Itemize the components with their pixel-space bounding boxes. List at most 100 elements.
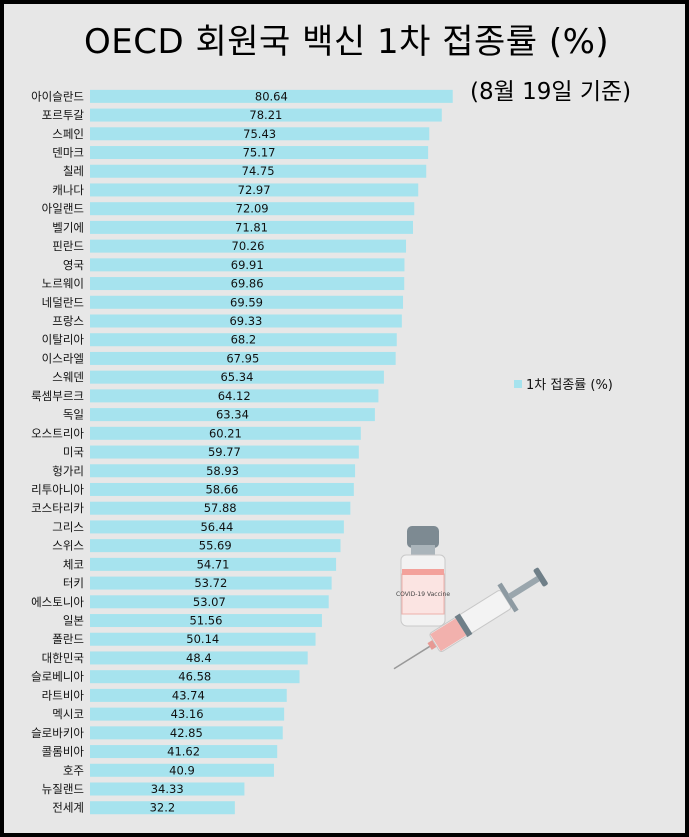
vaccine-illustration: COVID-19 Vaccine xyxy=(393,526,548,670)
bar xyxy=(90,258,405,272)
category-label: 에스토니아 xyxy=(31,595,84,609)
category-label: 미국 xyxy=(63,445,84,459)
bar xyxy=(90,220,414,234)
category-label: 일본 xyxy=(63,614,84,628)
data-label: 53.07 xyxy=(193,595,226,609)
category-label: 스위스 xyxy=(52,539,84,553)
bar xyxy=(90,614,322,628)
data-label: 43.74 xyxy=(172,688,205,702)
category-label: 그리스 xyxy=(52,520,84,534)
data-label: 69.33 xyxy=(229,314,262,328)
bar xyxy=(90,333,397,347)
bar xyxy=(90,389,379,403)
bar xyxy=(90,277,405,291)
bar xyxy=(90,539,341,553)
data-label: 72.97 xyxy=(238,183,271,197)
data-label: 67.95 xyxy=(226,351,259,365)
data-label: 69.86 xyxy=(231,277,264,291)
bar xyxy=(90,445,359,459)
data-label: 63.34 xyxy=(216,408,249,422)
bar xyxy=(90,202,415,216)
data-label: 69.59 xyxy=(230,295,263,309)
data-label: 41.62 xyxy=(167,745,200,759)
data-label: 50.14 xyxy=(186,632,219,646)
category-label: 아일랜드 xyxy=(42,202,84,216)
category-label: 뉴질랜드 xyxy=(42,782,84,796)
category-label: 이스라엘 xyxy=(42,351,84,365)
bar xyxy=(90,164,427,178)
data-label: 48.4 xyxy=(186,651,212,665)
bar xyxy=(90,632,316,646)
data-label: 69.91 xyxy=(231,258,264,272)
data-label: 58.66 xyxy=(205,482,238,496)
category-label: 벨기에 xyxy=(52,220,84,234)
category-label: 포르투갈 xyxy=(42,108,85,122)
data-label: 54.71 xyxy=(197,557,230,571)
data-label: 43.16 xyxy=(171,707,204,721)
data-label: 78.21 xyxy=(249,108,282,122)
category-label: 독일 xyxy=(63,408,84,422)
category-label: 스페인 xyxy=(52,127,84,141)
bar xyxy=(90,239,407,253)
data-label: 34.33 xyxy=(151,782,184,796)
bar xyxy=(90,426,361,440)
bar xyxy=(90,576,332,590)
data-label: 80.64 xyxy=(255,89,288,103)
category-label: 터키 xyxy=(63,576,84,590)
chart-title: OECD 회원국 백신 1차 접종률 (%) xyxy=(84,22,610,62)
bar xyxy=(90,408,375,422)
data-label: 40.9 xyxy=(169,763,195,777)
data-label: 32.2 xyxy=(150,801,176,815)
category-label: 콜롬비아 xyxy=(42,745,85,759)
category-label: 칠레 xyxy=(63,164,84,178)
chart-subtitle: (8월 19일 기준) xyxy=(470,79,632,105)
category-label: 룩셈부르크 xyxy=(31,389,84,403)
bar xyxy=(90,595,329,609)
category-label: 노르웨이 xyxy=(42,277,84,291)
syringe-icon xyxy=(393,567,548,670)
data-label: 53.72 xyxy=(194,576,227,590)
bar xyxy=(90,782,245,796)
data-label: 70.26 xyxy=(232,239,265,253)
category-label: 덴마크 xyxy=(52,146,84,160)
data-label: 71.81 xyxy=(235,220,268,234)
bar xyxy=(90,501,351,515)
bar xyxy=(90,89,453,103)
bars-group: 아이슬란드 80.64 포르투갈 78.21 스페인 75.43 덴마크 75.17 칠레 74.… xyxy=(31,89,453,815)
vial-icon: COVID-19 Vaccine xyxy=(396,526,450,627)
bar xyxy=(90,801,235,815)
data-label: 68.2 xyxy=(231,333,257,347)
category-label: 멕시코 xyxy=(52,707,84,721)
bar xyxy=(90,726,283,740)
category-label: 라트비아 xyxy=(42,688,85,702)
category-label: 체코 xyxy=(63,557,84,571)
data-label: 65.34 xyxy=(220,370,253,384)
category-label: 스웨덴 xyxy=(52,370,84,384)
category-label: 전세계 xyxy=(52,801,84,815)
bar-chart: 아이슬란드 80.64 포르투갈 78.21 스페인 75.43 덴마크 75.17 칠레 74.… xyxy=(31,89,548,815)
data-label: 75.17 xyxy=(243,146,276,160)
category-label: 네덜란드 xyxy=(42,295,84,309)
category-label: 프랑스 xyxy=(52,314,84,328)
category-label: 슬로베니아 xyxy=(31,670,84,684)
category-label: 호주 xyxy=(63,763,84,777)
bar xyxy=(90,763,274,777)
bar xyxy=(90,464,356,478)
data-label: 72.09 xyxy=(236,202,269,216)
data-label: 74.75 xyxy=(242,164,275,178)
data-label: 55.69 xyxy=(199,539,232,553)
category-label: 아이슬란드 xyxy=(31,89,84,103)
category-label: 대한민국 xyxy=(42,651,84,665)
legend: 1차 접종률 (%) xyxy=(514,374,613,393)
bar xyxy=(90,314,402,328)
category-label: 이탈리아 xyxy=(42,333,85,347)
category-label: 폴란드 xyxy=(52,632,84,646)
legend-label: 1차 접종률 (%) xyxy=(526,378,613,393)
category-label: 리투아니아 xyxy=(31,482,84,496)
bar xyxy=(90,351,396,365)
bar xyxy=(90,688,287,702)
bar xyxy=(90,482,354,496)
category-label: 코스타리카 xyxy=(31,501,84,515)
data-label: 46.58 xyxy=(178,670,211,684)
vial-label: COVID-19 Vaccine xyxy=(396,591,450,598)
